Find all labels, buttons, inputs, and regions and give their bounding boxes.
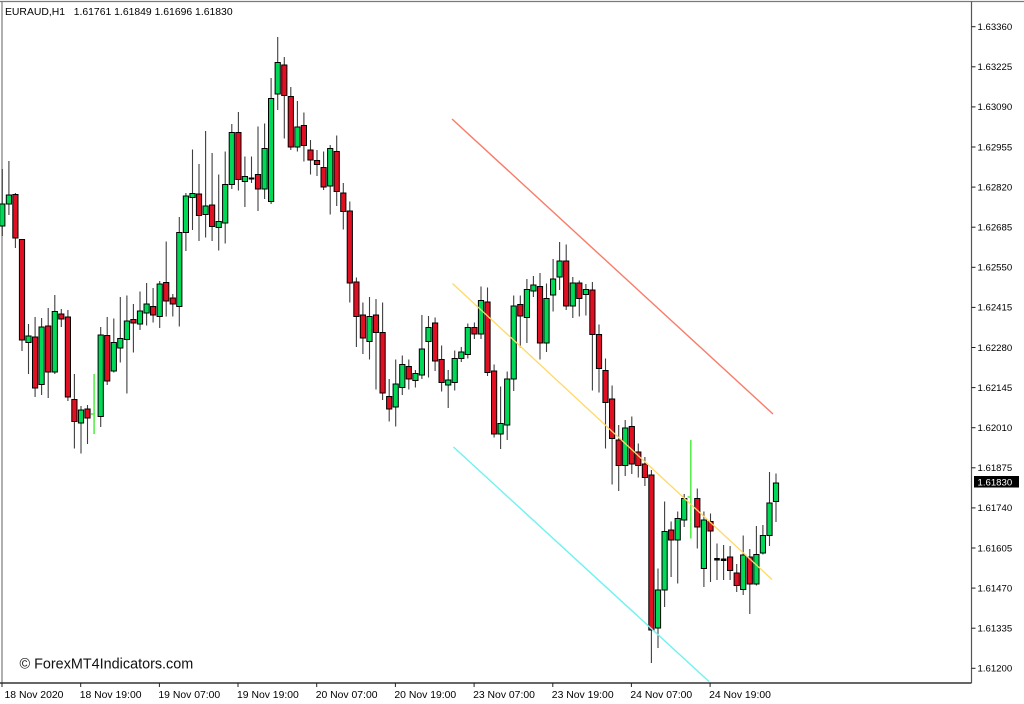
svg-text:1.62415: 1.62415 (978, 303, 1013, 314)
svg-text:1.62010: 1.62010 (978, 423, 1013, 434)
svg-text:1.61470: 1.61470 (978, 583, 1013, 594)
svg-text:1.63090: 1.63090 (978, 102, 1013, 113)
svg-text:20 Nov 07:00: 20 Nov 07:00 (316, 690, 378, 701)
svg-text:1.61830: 1.61830 (978, 477, 1013, 488)
svg-text:© ForexMT4Indicators.com: © ForexMT4Indicators.com (20, 657, 194, 673)
svg-text:1.62685: 1.62685 (978, 223, 1013, 234)
svg-text:19 Nov 19:00: 19 Nov 19:00 (237, 690, 299, 701)
svg-text:1.61875: 1.61875 (978, 463, 1013, 474)
svg-text:1.62280: 1.62280 (978, 343, 1013, 354)
svg-text:1.61740: 1.61740 (978, 503, 1013, 514)
svg-text:24 Nov 19:00: 24 Nov 19:00 (709, 690, 771, 701)
svg-text:19 Nov 07:00: 19 Nov 07:00 (158, 690, 220, 701)
svg-text:23 Nov 07:00: 23 Nov 07:00 (473, 690, 535, 701)
svg-text:1.62820: 1.62820 (978, 182, 1013, 193)
svg-text:1.61335: 1.61335 (978, 624, 1013, 635)
svg-text:1.62145: 1.62145 (978, 383, 1013, 394)
svg-text:1.62550: 1.62550 (978, 263, 1013, 274)
svg-text:1.63360: 1.63360 (978, 22, 1013, 33)
svg-text:1.61605: 1.61605 (978, 543, 1013, 554)
svg-text:EURAUD,H1 1.61761 1.61849 1.: EURAUD,H1 1.61761 1.61849 1.61696 1.6183… (5, 7, 233, 18)
svg-text:20 Nov 19:00: 20 Nov 19:00 (394, 690, 456, 701)
svg-text:1.61200: 1.61200 (978, 664, 1013, 675)
svg-text:24 Nov 07:00: 24 Nov 07:00 (630, 690, 692, 701)
svg-text:1.63225: 1.63225 (978, 62, 1013, 73)
svg-text:1.62955: 1.62955 (978, 142, 1013, 153)
svg-text:23 Nov 19:00: 23 Nov 19:00 (552, 690, 614, 701)
svg-text:18 Nov 2020: 18 Nov 2020 (5, 690, 64, 701)
svg-text:18 Nov 19:00: 18 Nov 19:00 (80, 690, 142, 701)
